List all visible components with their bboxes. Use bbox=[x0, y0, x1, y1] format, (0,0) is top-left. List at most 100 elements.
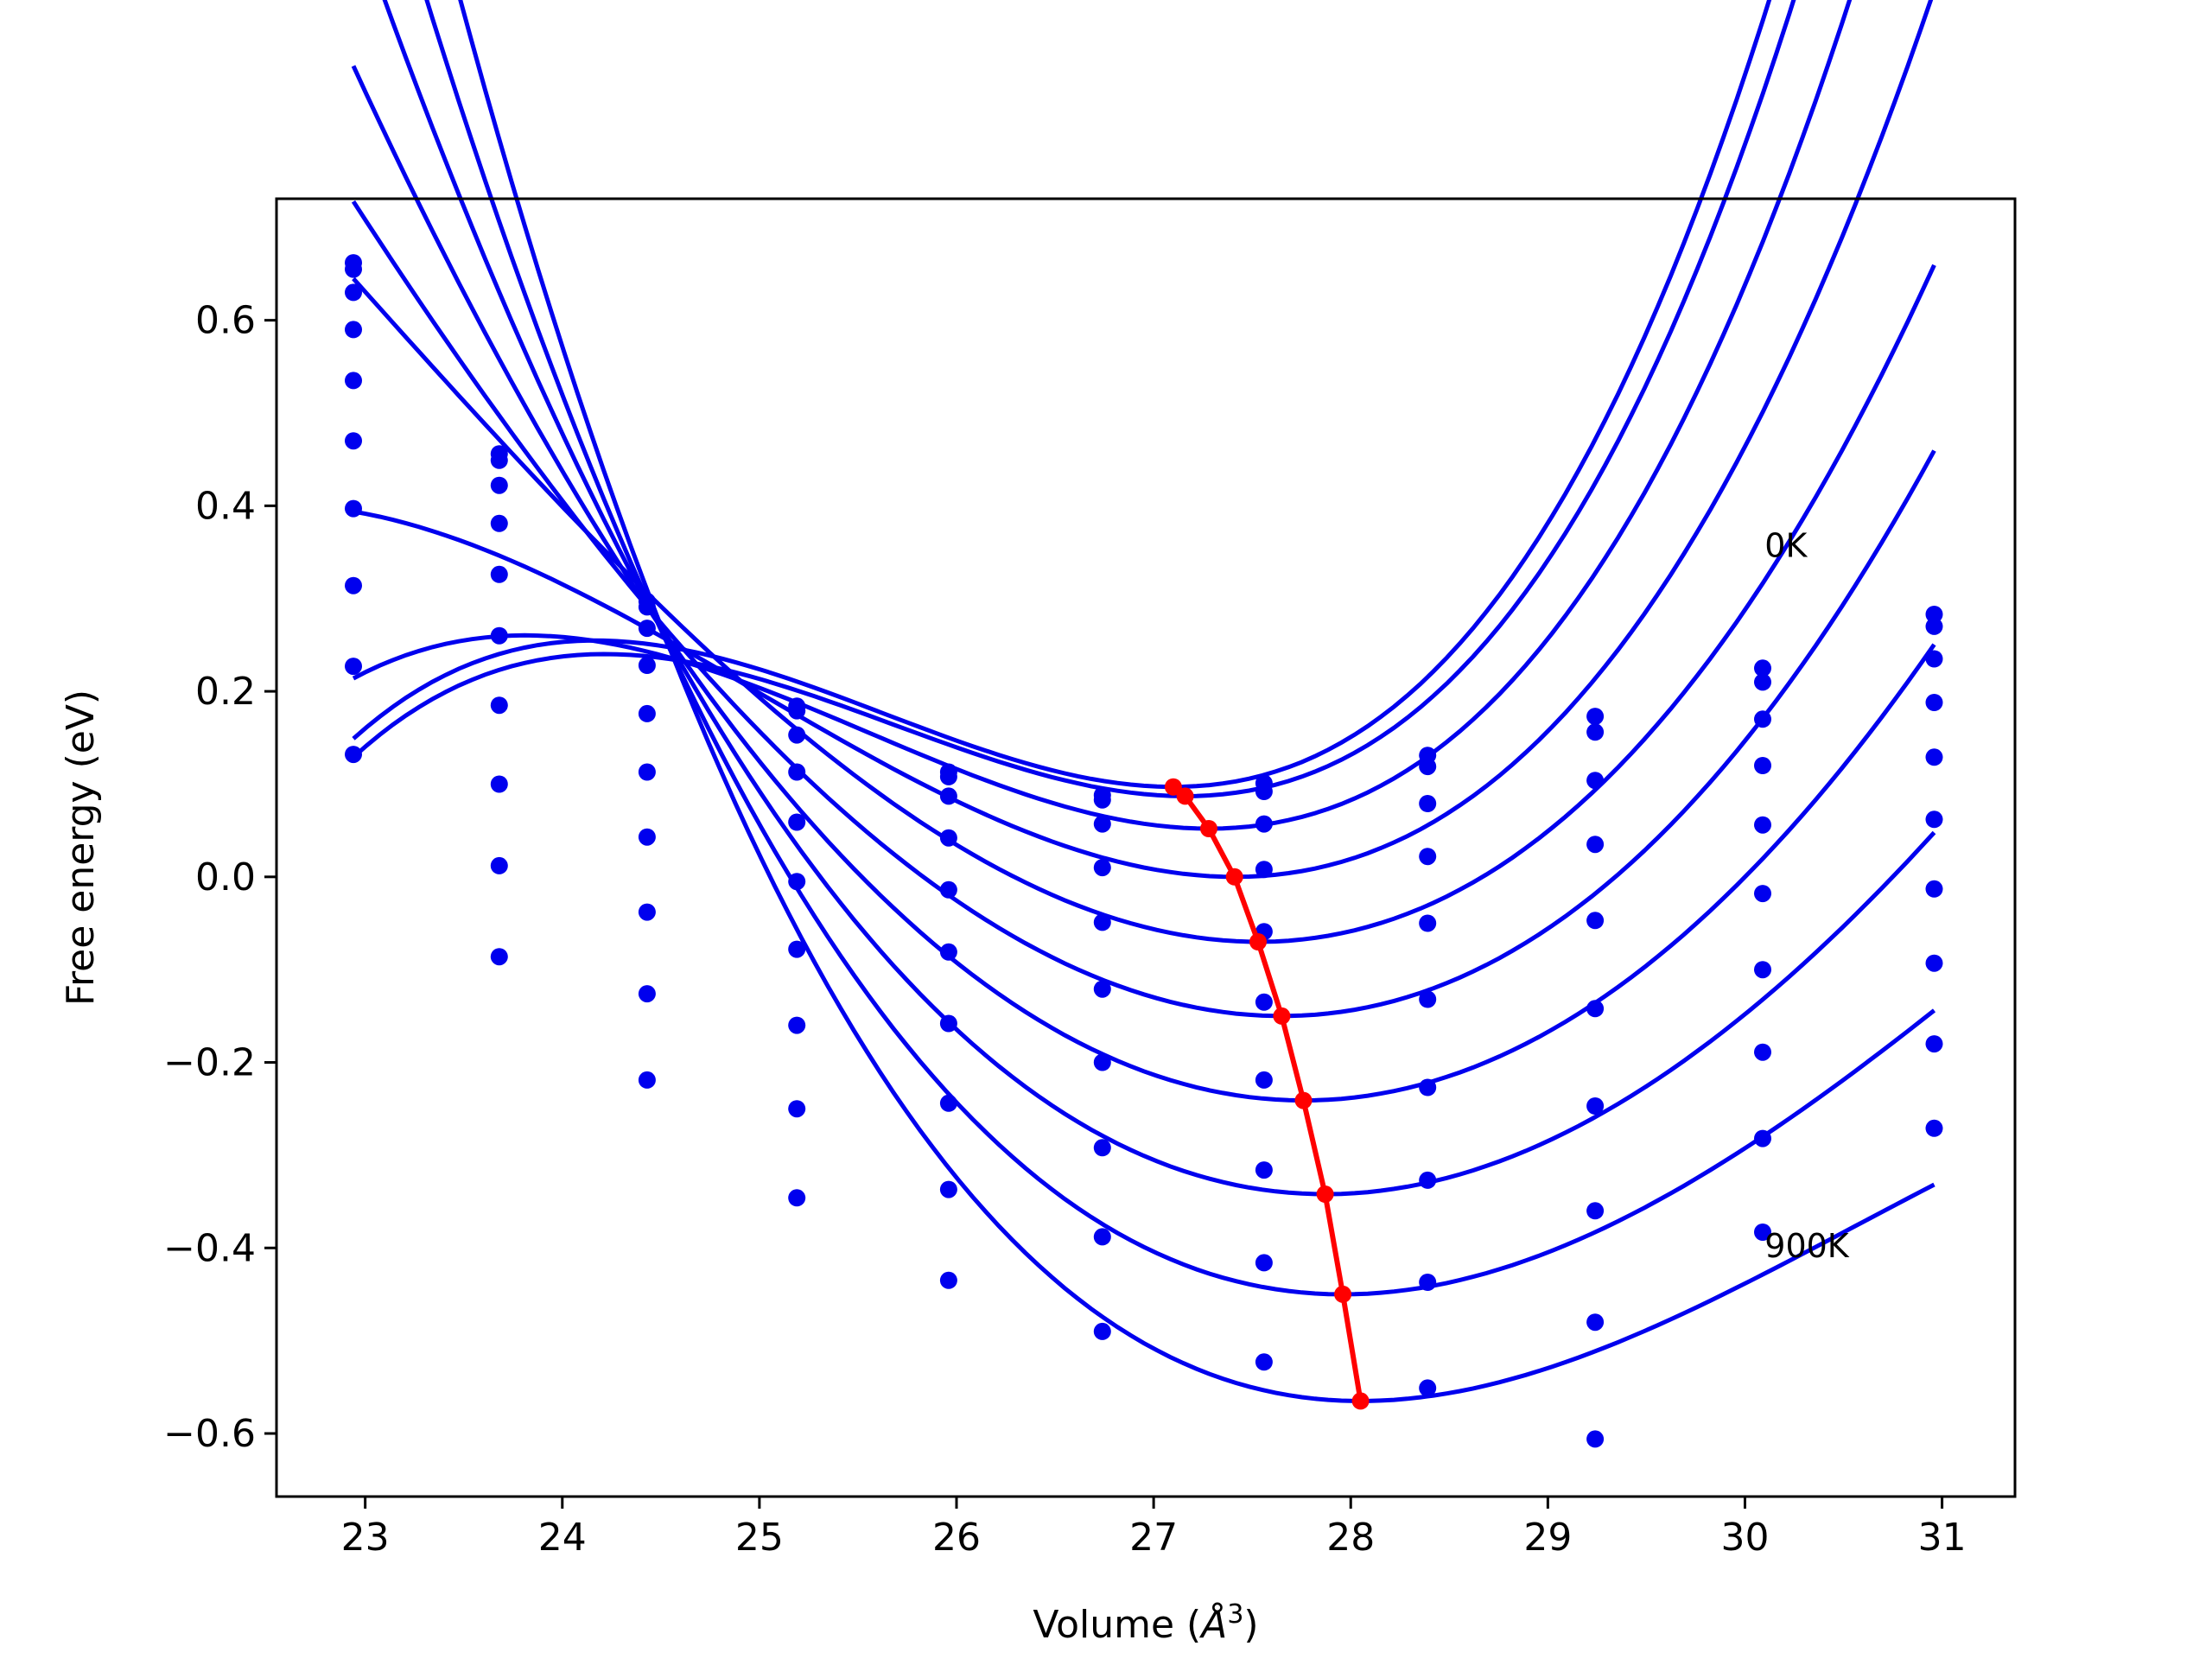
data-point-6-1 bbox=[490, 696, 508, 715]
data-point-6-0 bbox=[345, 499, 362, 518]
data-point-1-0 bbox=[345, 260, 362, 278]
data-point-9-8 bbox=[1586, 1430, 1605, 1448]
y-tick-label-2: −0.2 bbox=[163, 1041, 256, 1085]
minimum-path-line bbox=[1172, 785, 1363, 1402]
data-point-8-10 bbox=[1925, 1035, 1943, 1053]
data-point-3-1 bbox=[490, 514, 508, 532]
minimum-point-6 bbox=[1294, 1091, 1313, 1109]
data-point-3-6 bbox=[1255, 861, 1273, 879]
data-point-8-2 bbox=[638, 985, 656, 1003]
minimum-point-4 bbox=[1249, 933, 1267, 950]
x-tick-label-8: 31 bbox=[1918, 1516, 1967, 1560]
y-tick-label-1: −0.4 bbox=[163, 1226, 256, 1270]
data-point-3-8 bbox=[1586, 836, 1605, 854]
minimum-point-3 bbox=[1225, 868, 1243, 886]
x-axis-label: Volume (Å3) bbox=[1033, 1599, 1258, 1648]
data-point-8-3 bbox=[788, 1100, 806, 1118]
data-point-9-9 bbox=[1754, 1224, 1771, 1241]
data-point-2-1 bbox=[490, 476, 508, 494]
data-point-0-9 bbox=[1754, 659, 1771, 677]
data-point-1-10 bbox=[1925, 617, 1943, 635]
data-point-7-7 bbox=[1419, 1171, 1437, 1189]
fit-curve-1 bbox=[352, 0, 1796, 798]
data-point-9-1 bbox=[490, 948, 508, 966]
data-point-8-7 bbox=[1419, 1274, 1437, 1291]
plot-area bbox=[345, 0, 1943, 1448]
data-point-6-5 bbox=[1093, 1053, 1111, 1071]
data-point-6-3 bbox=[788, 940, 806, 958]
fit-curve-0 bbox=[352, 0, 1772, 790]
data-point-6-8 bbox=[1586, 1097, 1605, 1115]
data-point-7-8 bbox=[1586, 1202, 1605, 1220]
data-point-5-10 bbox=[1925, 810, 1943, 829]
data-point-5-9 bbox=[1754, 885, 1771, 903]
annotations: 0K 900K bbox=[1764, 526, 1850, 1265]
minimum-point-9 bbox=[1351, 1392, 1370, 1410]
fit-curve-6 bbox=[351, 65, 1936, 1103]
data-point-8-1 bbox=[490, 856, 508, 874]
data-point-9-2 bbox=[638, 1071, 656, 1089]
data-point-5-5 bbox=[1093, 980, 1111, 998]
data-point-7-9 bbox=[1754, 1043, 1771, 1061]
data-point-5-6 bbox=[1255, 993, 1273, 1011]
data-point-1-5 bbox=[1093, 791, 1111, 809]
data-point-4-1 bbox=[490, 565, 508, 583]
data-point-4-0 bbox=[345, 372, 362, 390]
data-point-2-10 bbox=[1925, 650, 1943, 668]
annotation-1: 900K bbox=[1764, 1227, 1850, 1265]
fit-curve-9 bbox=[458, 0, 1936, 1403]
data-point-6-7 bbox=[1419, 1078, 1437, 1096]
data-point-4-10 bbox=[1925, 748, 1943, 766]
y-tick-label-0: −0.6 bbox=[163, 1412, 256, 1456]
fit-curve-2 bbox=[352, 0, 1853, 831]
fit-curve-5 bbox=[351, 200, 1936, 1019]
data-point-2-0 bbox=[345, 283, 362, 302]
data-point-1-4 bbox=[939, 767, 957, 785]
data-point-3-10 bbox=[1925, 694, 1943, 711]
data-point-8-5 bbox=[1093, 1228, 1111, 1246]
axis-ticks: 23 24 25 26 27 28 29 30 31 −0.6 −0.4 −0.2 0.0 0.2 0.4 0… bbox=[163, 299, 1966, 1560]
x-tick-label-1: 24 bbox=[538, 1516, 587, 1560]
data-point-7-6 bbox=[1255, 1161, 1273, 1179]
data-point-3-0 bbox=[345, 321, 362, 339]
y-tick-label-4: 0.2 bbox=[195, 670, 256, 714]
minimum-point-1 bbox=[1176, 787, 1194, 805]
x-tick-label-5: 28 bbox=[1326, 1516, 1375, 1560]
data-point-5-1 bbox=[490, 626, 508, 645]
data-point-4-2 bbox=[638, 704, 656, 722]
data-point-0-8 bbox=[1586, 708, 1605, 726]
x-tick-label-7: 30 bbox=[1720, 1516, 1769, 1560]
data-point-2-5 bbox=[1093, 815, 1111, 833]
data-point-4-9 bbox=[1754, 816, 1771, 834]
data-point-9-3 bbox=[788, 1189, 806, 1207]
data-point-9-7 bbox=[1419, 1379, 1437, 1397]
data-point-7-3 bbox=[788, 1016, 806, 1034]
fit-curve-7 bbox=[382, 0, 1936, 1197]
data-point-2-6 bbox=[1255, 815, 1273, 833]
data-point-5-2 bbox=[638, 763, 656, 781]
fit-curve-3 bbox=[353, 0, 1934, 880]
data-point-9-4 bbox=[939, 1271, 957, 1289]
minimum-point-7 bbox=[1316, 1185, 1334, 1203]
data-point-7-5 bbox=[1093, 1139, 1111, 1157]
y-tick-label-3: 0.0 bbox=[195, 855, 256, 899]
x-tick-label-2: 25 bbox=[735, 1516, 784, 1560]
annotation-0: 0K bbox=[1764, 526, 1808, 564]
data-point-6-9 bbox=[1754, 961, 1771, 979]
data-point-3-7 bbox=[1419, 848, 1437, 866]
x-tick-label-0: 23 bbox=[341, 1516, 390, 1560]
data-point-4-8 bbox=[1586, 912, 1605, 930]
data-point-7-1 bbox=[490, 775, 508, 793]
data-point-8-8 bbox=[1586, 1313, 1605, 1332]
data-point-7-2 bbox=[638, 903, 656, 921]
fit-curve-8 bbox=[424, 0, 1936, 1297]
data-point-3-9 bbox=[1754, 757, 1771, 774]
data-point-8-4 bbox=[939, 1180, 957, 1198]
data-point-9-5 bbox=[1093, 1322, 1111, 1340]
data-point-6-10 bbox=[1925, 880, 1943, 898]
data-point-3-2 bbox=[638, 657, 656, 674]
data-point-7-0 bbox=[345, 576, 362, 594]
minimum-point-5 bbox=[1273, 1007, 1291, 1025]
data-point-1-6 bbox=[1255, 783, 1273, 800]
data-point-1-8 bbox=[1586, 723, 1605, 741]
